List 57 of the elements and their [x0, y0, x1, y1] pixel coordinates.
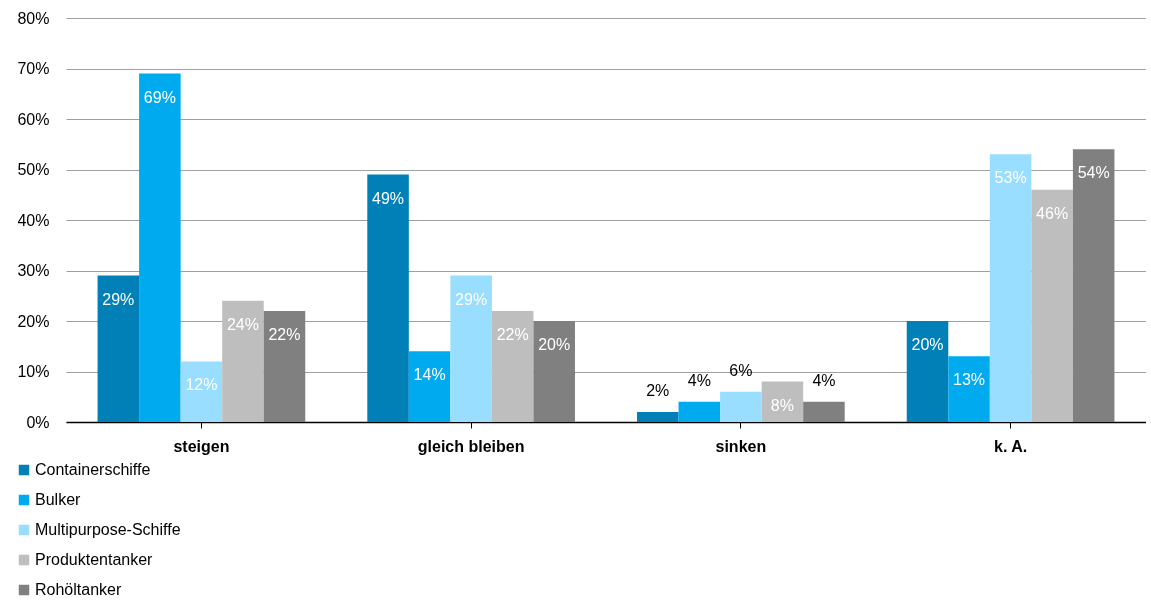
x-tick-label: gleich bleiben: [417, 437, 525, 455]
legend-label: Multipurpose-Schiffe: [35, 521, 181, 538]
data-label: 54%: [1077, 164, 1110, 182]
legend-label: Produktentanker: [35, 551, 154, 568]
data-label: 12%: [185, 376, 218, 394]
y-tick-label: 50%: [17, 161, 50, 178]
bar: [408, 351, 451, 422]
bar: [180, 361, 223, 422]
bar: [222, 300, 264, 422]
data-label: 24%: [226, 315, 259, 333]
data-label: 6%: [729, 361, 753, 379]
y-tick-label: 30%: [17, 262, 50, 279]
bar: [97, 275, 140, 422]
bar: [803, 401, 845, 422]
bar: [533, 321, 575, 422]
bar: [1031, 189, 1073, 422]
y-tick-label: 60%: [17, 110, 50, 128]
data-label: 46%: [1036, 204, 1069, 222]
data-label: 29%: [102, 290, 135, 308]
data-label: 4%: [812, 371, 836, 389]
y-tick-label: 70%: [17, 60, 50, 77]
bar: [720, 391, 762, 422]
bar: [989, 154, 1032, 422]
bar: [139, 73, 181, 422]
data-label: 22%: [496, 325, 529, 343]
bar: [450, 275, 492, 422]
y-tick-label: 10%: [17, 363, 50, 380]
data-label: 4%: [687, 371, 711, 389]
bar: [367, 174, 409, 422]
bar: [678, 401, 721, 422]
y-tick-label: 20%: [17, 312, 50, 330]
data-label: 22%: [268, 325, 301, 343]
data-label: 20%: [911, 336, 944, 353]
data-label: 2%: [646, 381, 670, 399]
bar: [1072, 149, 1115, 422]
y-tick-label: 40%: [17, 211, 50, 229]
x-tick-label: k. A.: [993, 437, 1028, 455]
legend-label: Containerschiffe: [35, 461, 151, 478]
bar: [491, 310, 534, 422]
data-label: 69%: [143, 88, 176, 106]
data-label: 8%: [770, 396, 794, 414]
y-tick-label: 80%: [17, 9, 50, 27]
bar: [263, 310, 306, 422]
data-label: 20%: [538, 336, 571, 353]
x-tick-label: sinken: [715, 437, 767, 455]
data-label: 49%: [372, 189, 405, 207]
x-tick-label: steigen: [173, 437, 230, 455]
data-label: 13%: [953, 371, 986, 389]
y-tick-label: 0%: [26, 413, 50, 431]
bar: [906, 321, 949, 422]
legend-label: Rohöltanker: [35, 581, 122, 598]
data-label: 29%: [455, 290, 488, 308]
bar: [948, 356, 990, 422]
legend-label: Bulker: [35, 491, 82, 508]
data-label: 14%: [413, 366, 446, 384]
data-label: 53%: [994, 169, 1027, 187]
bar: [637, 411, 679, 422]
